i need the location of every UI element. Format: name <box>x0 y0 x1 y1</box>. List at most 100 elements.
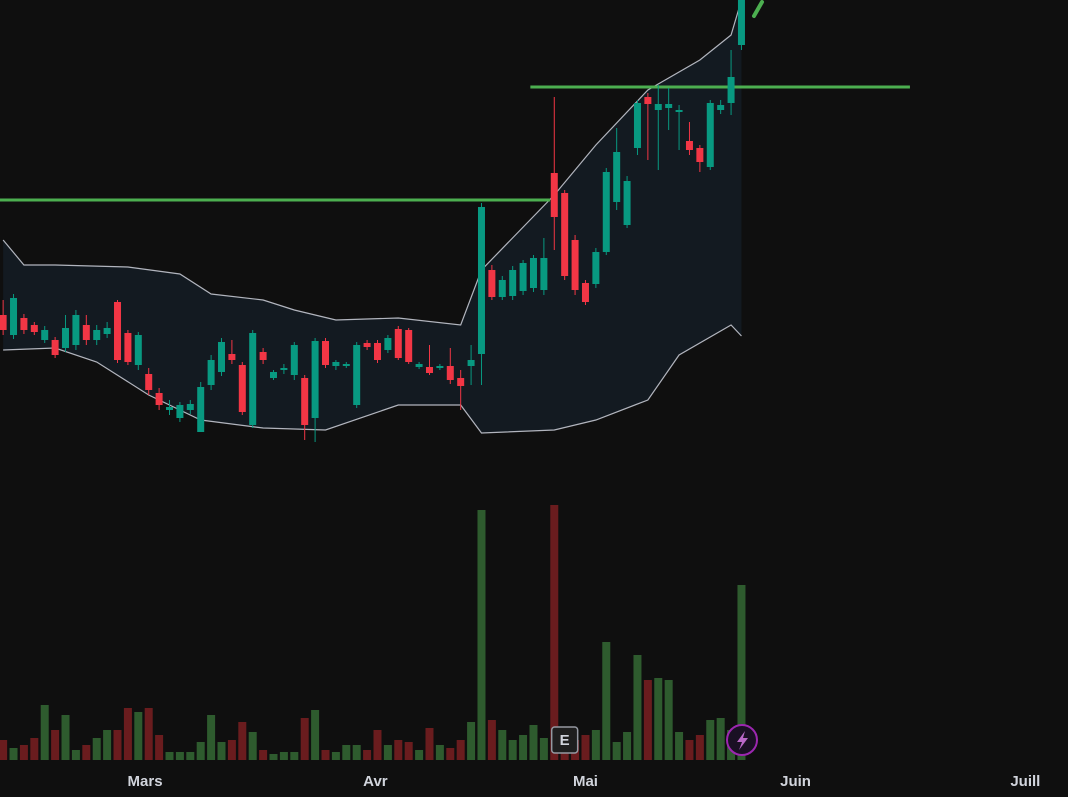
candle-body <box>581 283 589 302</box>
candle-body <box>654 104 662 110</box>
candle-body <box>207 360 215 385</box>
band-fill <box>3 0 742 433</box>
volume-bar <box>519 735 528 760</box>
candle-body <box>540 258 548 290</box>
volume-bar <box>581 735 590 760</box>
candle-body <box>10 298 18 335</box>
volume-bar <box>363 750 372 760</box>
candle-body <box>737 0 745 45</box>
candle-body <box>259 352 267 360</box>
candle-body <box>166 407 174 410</box>
candle-body <box>457 378 465 386</box>
volume-bar <box>30 738 39 760</box>
candle-body <box>706 103 714 167</box>
candle-body <box>727 77 735 103</box>
candle-body <box>218 342 226 372</box>
volume-bar <box>529 725 538 760</box>
candle-body <box>529 258 537 288</box>
candle-body <box>519 263 527 291</box>
candle-body <box>571 240 579 290</box>
volume-bar <box>654 678 663 760</box>
volume-bar <box>331 752 340 760</box>
candle-body <box>405 330 413 362</box>
candle-body <box>155 393 163 405</box>
candle-body <box>301 378 309 425</box>
volume-bar <box>238 722 247 760</box>
lightning <box>737 731 748 750</box>
volume-bar <box>9 748 18 760</box>
volume-bar <box>539 738 548 760</box>
volume-bar <box>456 740 465 760</box>
volume-bar <box>155 735 164 760</box>
volume-bar <box>269 754 278 760</box>
candle-body <box>72 315 80 345</box>
news-icon[interactable] <box>726 724 758 756</box>
candle-body <box>0 315 7 330</box>
candle-body <box>186 404 194 410</box>
candle-body <box>675 110 683 112</box>
x-tick-label: Juin <box>780 773 811 790</box>
volume-bar <box>19 745 28 760</box>
volume-bar <box>508 740 517 760</box>
volume-bar <box>550 505 559 760</box>
candle-body <box>509 270 517 296</box>
candle-body <box>373 343 381 360</box>
candle-body <box>82 325 90 340</box>
event-label: E <box>560 732 570 749</box>
volume-bar <box>706 720 715 760</box>
volume-bar <box>602 642 611 760</box>
candle-body <box>20 318 28 330</box>
price-pane <box>0 0 910 442</box>
candle-body <box>623 181 631 225</box>
volume-bar <box>311 710 320 760</box>
volume-bar <box>248 732 257 760</box>
candle-body <box>124 333 132 362</box>
candle-body <box>228 354 236 360</box>
candle-body <box>62 328 70 348</box>
candle-body <box>467 360 475 366</box>
candle-body <box>488 270 496 297</box>
candle-body <box>269 372 277 378</box>
volume-bar <box>352 745 361 760</box>
volume-bar <box>435 745 444 760</box>
candle-body <box>665 104 673 108</box>
volume-bar <box>290 752 299 760</box>
volume-bar <box>643 680 652 760</box>
volume-bar <box>61 715 70 760</box>
volume-bar <box>623 732 632 760</box>
x-tick-label: Avr <box>363 773 388 790</box>
candle-body <box>280 368 288 370</box>
volume-bar <box>227 740 236 760</box>
candle-body <box>134 335 142 365</box>
volume-bar <box>591 730 600 760</box>
volume-bar <box>196 742 205 760</box>
candle-body <box>290 345 298 375</box>
candle-body <box>353 345 361 405</box>
x-tick-label: Mars <box>128 773 163 790</box>
candle-body <box>41 330 49 340</box>
candle-body <box>415 364 423 367</box>
candle-body <box>633 103 641 148</box>
volume-bar <box>321 750 330 760</box>
volume-bar <box>71 750 80 760</box>
volume-bar <box>612 742 621 760</box>
upper-band <box>2 0 743 326</box>
candle-body <box>394 329 402 358</box>
volume-bar <box>383 745 392 760</box>
volume-bar <box>92 738 101 760</box>
candle-body <box>425 367 433 373</box>
volume-bar <box>51 730 60 760</box>
candle-body <box>103 328 111 334</box>
event-box[interactable] <box>550 726 579 754</box>
volume-bar <box>737 585 746 760</box>
volume-bar <box>259 750 268 760</box>
volume-bar <box>664 680 673 760</box>
volume-bar <box>279 752 288 760</box>
candle-body <box>498 280 506 297</box>
volume-bar <box>716 718 725 760</box>
candle-body <box>550 173 558 217</box>
volume-bar <box>134 712 143 760</box>
candle-body <box>696 148 704 162</box>
volume-bar <box>82 745 91 760</box>
candle-body <box>51 340 59 355</box>
